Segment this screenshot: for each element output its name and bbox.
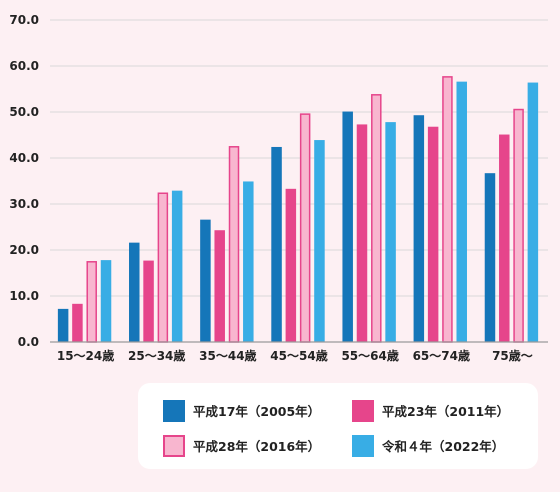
y-tick-label: 60.0 bbox=[9, 59, 39, 73]
bar-4-5 bbox=[385, 122, 396, 343]
y-tick-label: 0.0 bbox=[18, 335, 39, 349]
bar-4-3 bbox=[243, 181, 254, 342]
x-tick-label: 35～44歳 bbox=[199, 348, 256, 363]
bar-2-7 bbox=[499, 134, 510, 342]
bar-2-2 bbox=[143, 260, 154, 342]
bars bbox=[57, 76, 539, 343]
y-tick-label: 50.0 bbox=[9, 105, 39, 119]
y-tick-label: 20.0 bbox=[9, 243, 39, 257]
bar-1-3 bbox=[200, 219, 211, 342]
bar-2-5 bbox=[356, 124, 368, 342]
bar-1-1 bbox=[57, 308, 69, 342]
legend-label: 平成17年（2005年） bbox=[193, 404, 320, 419]
legend-swatch bbox=[352, 435, 374, 457]
bar-1-7 bbox=[484, 173, 496, 342]
x-tick-label: 15～24歳 bbox=[57, 348, 114, 363]
bar-3-3 bbox=[228, 146, 240, 343]
legend: 平成17年（2005年） 平成23年（2011年） 平成28年（2016年） 令和４年… bbox=[138, 383, 538, 469]
gridlines bbox=[50, 19, 548, 297]
bar-3-2 bbox=[157, 192, 169, 343]
x-tick-label: 75歳～ bbox=[492, 348, 533, 363]
y-axis-tick-labels: 0.0 10.0 20.0 30.0 40.0 50.0 60.0 70.0 bbox=[9, 13, 39, 349]
bar-1-4 bbox=[271, 146, 282, 342]
bar-1-2 bbox=[129, 242, 140, 342]
legend-swatch bbox=[163, 435, 185, 457]
bar-3-7 bbox=[513, 108, 524, 343]
y-tick-label: 30.0 bbox=[9, 197, 39, 211]
y-tick-label: 70.0 bbox=[9, 13, 39, 27]
legend-label: 令和４年（2022年） bbox=[381, 439, 504, 454]
bar-3-6 bbox=[442, 76, 453, 343]
legend-box bbox=[138, 383, 538, 469]
bar-4-1 bbox=[100, 260, 112, 342]
y-tick-label: 10.0 bbox=[9, 289, 39, 303]
legend-label: 平成23年（2011年） bbox=[382, 404, 509, 419]
x-tick-label: 45～54歳 bbox=[270, 348, 327, 363]
bar-3-1 bbox=[86, 261, 97, 343]
bar-2-4 bbox=[285, 188, 297, 342]
bar-3-4 bbox=[299, 113, 311, 343]
x-tick-label: 65～74歳 bbox=[413, 348, 470, 363]
x-axis-tick-labels: 15～24歳 25～34歳 35～44歳 45～54歳 55～64歳 65～74歳 75歳～ bbox=[57, 348, 533, 363]
legend-swatch bbox=[352, 400, 374, 422]
y-tick-label: 40.0 bbox=[9, 151, 39, 165]
bar-2-1 bbox=[72, 303, 83, 342]
bar-2-6 bbox=[427, 126, 439, 342]
bar-2-3 bbox=[214, 230, 225, 342]
bar-3-5 bbox=[371, 94, 382, 343]
bar-4-4 bbox=[314, 140, 325, 342]
bar-1-5 bbox=[342, 111, 353, 342]
legend-label: 平成28年（2016年） bbox=[193, 439, 320, 454]
bar-1-6 bbox=[413, 115, 425, 342]
x-tick-label: 25～34歳 bbox=[128, 348, 185, 363]
bar-4-7 bbox=[527, 82, 539, 342]
x-tick-label: 55～64歳 bbox=[341, 348, 398, 363]
bar-4-6 bbox=[456, 81, 467, 342]
legend-swatch bbox=[163, 400, 185, 422]
bar-4-2 bbox=[171, 190, 183, 342]
